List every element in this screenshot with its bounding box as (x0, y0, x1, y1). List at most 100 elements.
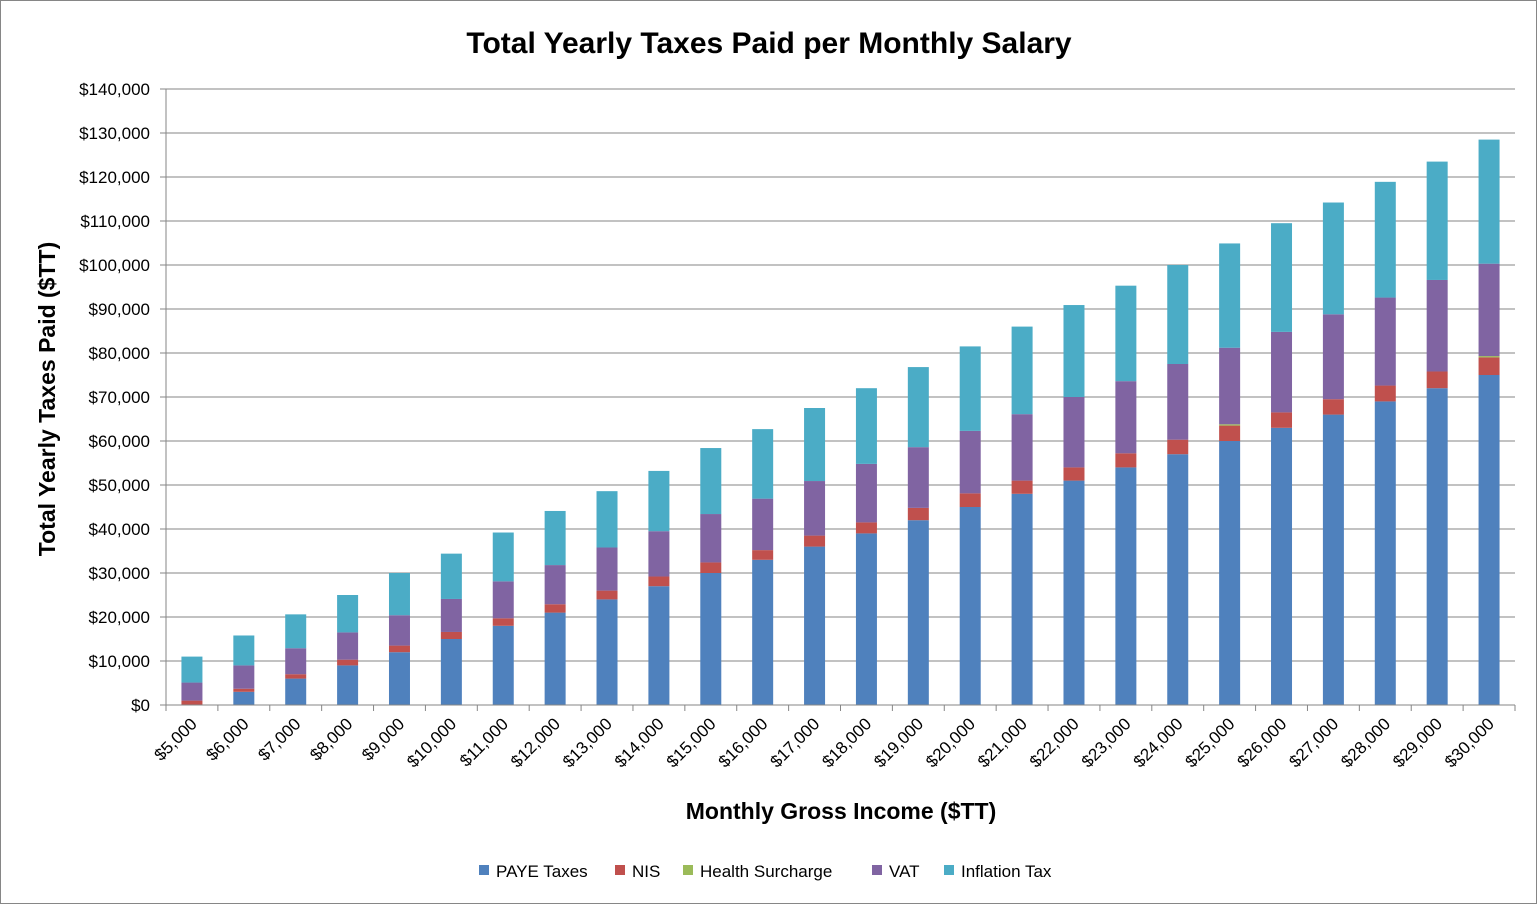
bar-segment-paye-taxes (1374, 401, 1396, 705)
y-tick-label: $120,000 (79, 168, 150, 187)
bar-segment-vat (1478, 263, 1500, 357)
x-tick-label: $7,000 (254, 714, 304, 764)
bar-segment-nis (907, 507, 929, 521)
x-tick-label: $17,000 (766, 714, 823, 771)
legend-swatch (872, 865, 882, 875)
legend-swatch (683, 865, 693, 875)
bar-segment-vat (1374, 297, 1396, 386)
y-tick-label: $60,000 (89, 432, 150, 451)
bar-segment-inflation-tax (1219, 243, 1241, 348)
bar-segment-inflation-tax (492, 532, 514, 582)
y-tick-label: $50,000 (89, 476, 150, 495)
x-tick-label: $25,000 (1182, 714, 1239, 771)
x-tick-label: $30,000 (1441, 714, 1498, 771)
bar-segment-inflation-tax (752, 429, 774, 499)
bar-segment-paye-taxes (1478, 375, 1500, 705)
bar-segment-vat (1322, 314, 1344, 400)
bar-segment-paye-taxes (752, 559, 774, 705)
bar-segment-paye-taxes (337, 665, 359, 705)
y-axis-label: Total Yearly Taxes Paid ($TT) (34, 242, 60, 556)
y-axis-ticks: $0 $10,000 $20,000 $30,000 $40,000 $50,000 $60… (79, 80, 166, 715)
bar-segment-vat (596, 547, 618, 591)
bar-segment-vat (907, 447, 929, 508)
bar-segment-nis (337, 659, 359, 666)
bar-segment-inflation-tax (804, 408, 826, 482)
bar-segment-vat (700, 514, 722, 563)
bar-segment-vat (233, 665, 255, 689)
bar-segment-paye-taxes (959, 507, 981, 705)
bar-segment-inflation-tax (648, 470, 670, 532)
x-tick-label: $6,000 (202, 714, 252, 764)
bar-segment-vat (959, 430, 981, 494)
bar-segment-paye-taxes (388, 652, 410, 705)
y-tick-label: $110,000 (80, 212, 150, 231)
bar-segment-nis (1426, 371, 1448, 389)
bar-segment-paye-taxes (700, 573, 722, 705)
bar-segment-vat (1426, 279, 1448, 372)
bar-segment-nis (1219, 425, 1241, 441)
y-tick-label: $20,000 (89, 608, 150, 627)
bar-segment-paye-taxes (855, 533, 877, 705)
bar-segment-paye-taxes (1322, 414, 1344, 705)
bar-segment-paye-taxes (804, 546, 826, 705)
legend-label: Health Surcharge (700, 862, 832, 881)
y-tick-label: $80,000 (89, 344, 150, 363)
bar-segment-vat (1115, 381, 1137, 454)
bar-segment-nis (700, 562, 722, 573)
bar-segment-inflation-tax (907, 367, 929, 448)
legend-swatch (944, 865, 954, 875)
x-tick-label: $22,000 (1026, 714, 1083, 771)
x-tick-label: $16,000 (715, 714, 772, 771)
bar-segment-nis (855, 522, 877, 534)
bar-segment-nis (804, 535, 826, 547)
x-tick-label: $15,000 (663, 714, 720, 771)
bar-segment-paye-taxes (233, 691, 255, 705)
legend: PAYE Taxes NIS Health Surcharge VAT Inflatio… (479, 862, 1052, 881)
bar-segment-inflation-tax (1426, 161, 1448, 280)
bar-segment-inflation-tax (1322, 202, 1344, 315)
bar-segment-vat (1063, 397, 1085, 468)
bar-segment-paye-taxes (1167, 454, 1189, 705)
bar-segment-paye-taxes (492, 625, 514, 705)
bar-segment-inflation-tax (1011, 326, 1033, 415)
x-tick-label: $5,000 (151, 714, 201, 764)
y-tick-label: $40,000 (89, 520, 150, 539)
x-tick-label: $13,000 (559, 714, 616, 771)
bar-segment-paye-taxes (1115, 467, 1137, 705)
x-tick-label: $9,000 (358, 714, 408, 764)
bar-segment-paye-taxes (596, 599, 618, 705)
y-tick-label: $130,000 (79, 124, 150, 143)
x-tick-label: $29,000 (1389, 714, 1446, 771)
bar-segment-inflation-tax (544, 510, 566, 566)
bar-segment-nis (181, 700, 203, 705)
bar-segment-nis (1011, 480, 1033, 494)
bar-segment-nis (440, 631, 462, 639)
bar-segment-nis (285, 674, 307, 679)
bars (181, 139, 1500, 705)
bar-segment-nis (1271, 412, 1293, 428)
bar-segment-inflation-tax (337, 595, 359, 633)
x-axis-label: Monthly Gross Income ($TT) (686, 798, 997, 824)
bar-segment-inflation-tax (1374, 181, 1396, 298)
x-tick-label: $27,000 (1285, 714, 1342, 771)
bar-segment-vat (1219, 347, 1241, 425)
bar-segment-health-surcharge (1219, 424, 1241, 426)
x-tick-label: $21,000 (974, 714, 1031, 771)
bar-segment-vat (1167, 364, 1189, 440)
x-tick-label: $19,000 (870, 714, 927, 771)
bar-segment-vat (440, 598, 462, 632)
x-tick-label: $20,000 (922, 714, 979, 771)
bar-segment-vat (388, 615, 410, 646)
bar-segment-vat (804, 481, 826, 536)
x-tick-label: $28,000 (1337, 714, 1394, 771)
bar-segment-nis (1115, 453, 1137, 468)
bar-segment-vat (855, 463, 877, 523)
bar-segment-nis (388, 645, 410, 653)
bar-segment-paye-taxes (1271, 427, 1293, 705)
x-tick-label: $23,000 (1078, 714, 1135, 771)
y-tick-label: $10,000 (89, 652, 150, 671)
legend-label: NIS (632, 862, 660, 881)
bar-segment-inflation-tax (233, 635, 255, 666)
bar-segment-paye-taxes (544, 612, 566, 705)
